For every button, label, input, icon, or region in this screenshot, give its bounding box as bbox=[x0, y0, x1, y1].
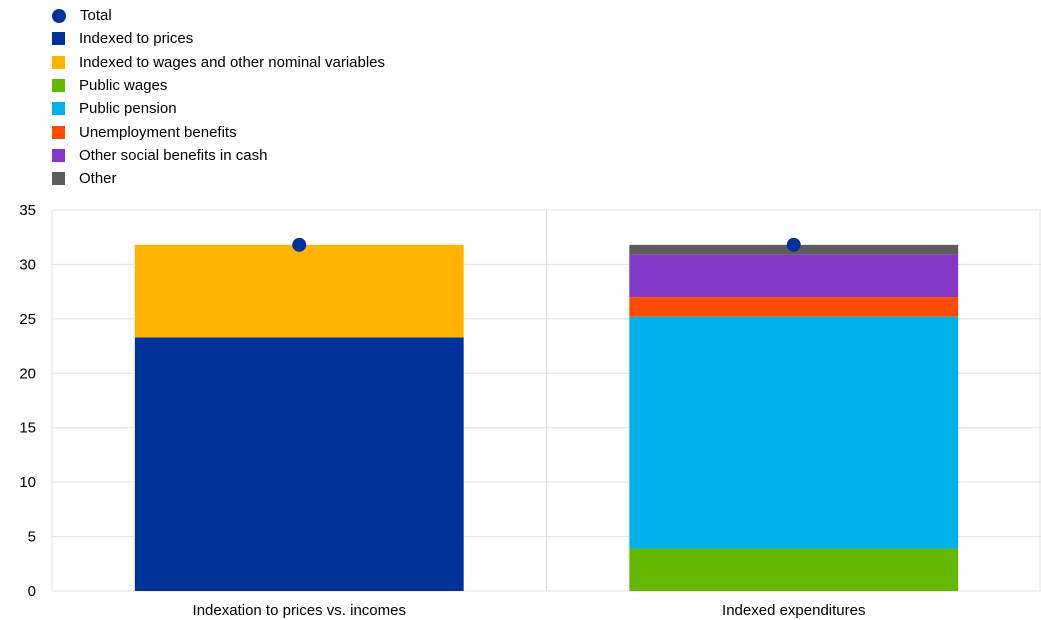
y-tick-label: 30 bbox=[19, 256, 36, 273]
y-tick-label: 35 bbox=[19, 202, 36, 219]
legend-label: Other social benefits in cash bbox=[79, 146, 268, 164]
y-tick-label: 10 bbox=[19, 474, 36, 491]
legend-label: Other bbox=[79, 170, 117, 188]
total-marker bbox=[292, 237, 307, 252]
legend-square-icon bbox=[52, 55, 65, 69]
bar-segment bbox=[629, 316, 959, 549]
legend-item-other-social-benefits: Other social benefits in cash bbox=[52, 144, 385, 167]
legend-square-icon bbox=[52, 172, 65, 186]
y-tick-label: 5 bbox=[28, 529, 36, 546]
legend: Total Indexed to prices Indexed to wages… bbox=[52, 4, 385, 190]
legend-item-indexed-to-prices: Indexed to prices bbox=[52, 27, 385, 50]
bar-segment bbox=[134, 244, 464, 338]
legend-item-unemployment-benefits: Unemployment benefits bbox=[52, 120, 385, 143]
bar-segment bbox=[134, 337, 464, 591]
legend-square-icon bbox=[52, 32, 65, 46]
legend-label: Unemployment benefits bbox=[79, 123, 237, 141]
category-label: Indexed expenditures bbox=[722, 602, 865, 619]
legend-square-icon bbox=[52, 79, 65, 93]
legend-label: Indexed to prices bbox=[79, 30, 194, 48]
y-tick-label: 15 bbox=[19, 420, 36, 437]
legend-label: Total bbox=[80, 7, 112, 25]
category-label: Indexation to prices vs. incomes bbox=[193, 602, 406, 619]
y-tick-label: 0 bbox=[28, 583, 36, 600]
y-tick-label: 25 bbox=[19, 311, 36, 328]
legend-label: Indexed to wages and other nominal varia… bbox=[79, 53, 386, 71]
legend-label: Public pension bbox=[79, 100, 177, 118]
legend-label: Public wages bbox=[79, 77, 168, 95]
legend-item-public-pension: Public pension bbox=[52, 97, 385, 120]
legend-item-indexed-to-wages: Indexed to wages and other nominal varia… bbox=[52, 51, 385, 74]
bar-segment bbox=[629, 548, 959, 591]
bar-segment bbox=[629, 297, 959, 317]
legend-square-icon bbox=[52, 125, 65, 139]
total-marker bbox=[786, 237, 801, 252]
legend-item-other: Other bbox=[52, 167, 385, 190]
legend-item-public-wages: Public wages bbox=[52, 74, 385, 97]
legend-square-icon bbox=[52, 102, 65, 116]
legend-dot-icon bbox=[52, 8, 66, 23]
legend-square-icon bbox=[52, 148, 65, 162]
legend-item-total: Total bbox=[52, 4, 385, 27]
y-tick-label: 20 bbox=[19, 365, 36, 382]
bar-segment bbox=[629, 254, 959, 298]
